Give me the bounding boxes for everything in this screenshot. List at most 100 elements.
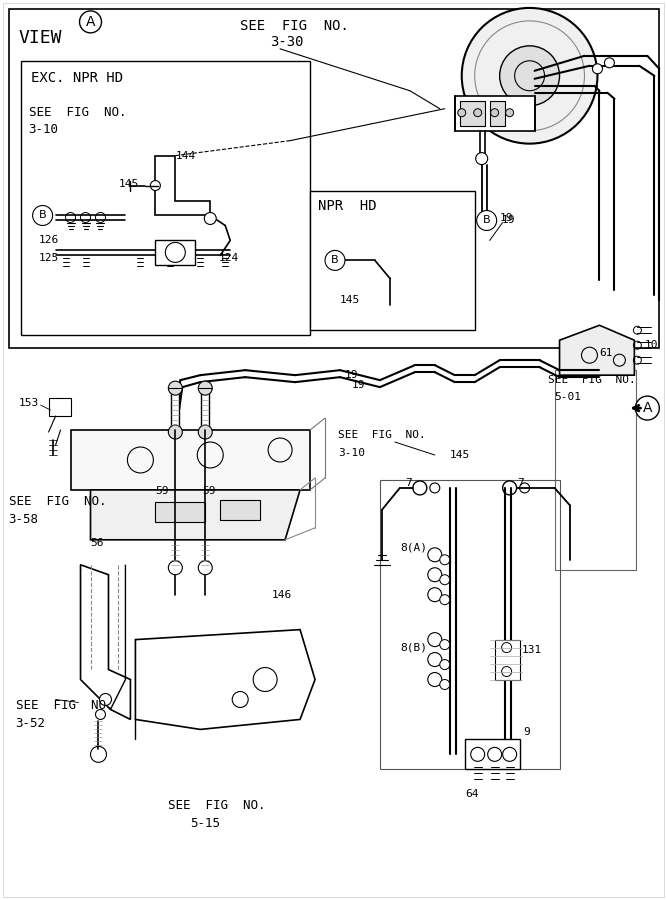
Text: 145: 145 bbox=[450, 450, 470, 460]
Text: A: A bbox=[86, 15, 95, 29]
Text: B: B bbox=[331, 256, 339, 266]
Text: 9: 9 bbox=[524, 727, 530, 737]
Text: SEE  FIG  NO.: SEE FIG NO. bbox=[29, 105, 126, 119]
Polygon shape bbox=[91, 490, 300, 540]
Circle shape bbox=[491, 109, 499, 117]
Bar bbox=[495, 640, 520, 680]
Text: 144: 144 bbox=[175, 150, 195, 160]
Circle shape bbox=[428, 633, 442, 646]
Polygon shape bbox=[71, 430, 310, 490]
Text: 5-15: 5-15 bbox=[190, 817, 220, 830]
Text: 10: 10 bbox=[644, 340, 658, 350]
Circle shape bbox=[503, 481, 517, 495]
Text: A: A bbox=[642, 401, 652, 415]
Circle shape bbox=[79, 11, 101, 33]
Text: SEE  FIG  NO.: SEE FIG NO. bbox=[548, 375, 635, 385]
Bar bbox=[155, 240, 195, 266]
Circle shape bbox=[430, 483, 440, 493]
Text: 64: 64 bbox=[466, 789, 479, 799]
Circle shape bbox=[428, 652, 442, 667]
Circle shape bbox=[477, 211, 497, 230]
Bar bbox=[380, 480, 560, 770]
Text: 61: 61 bbox=[600, 348, 613, 358]
Polygon shape bbox=[560, 325, 634, 375]
Polygon shape bbox=[220, 500, 260, 520]
Text: NPR  HD: NPR HD bbox=[318, 199, 377, 212]
Text: 126: 126 bbox=[39, 236, 59, 246]
Circle shape bbox=[440, 554, 450, 565]
Text: 19: 19 bbox=[502, 215, 515, 226]
Circle shape bbox=[428, 672, 442, 687]
Text: SEE  FIG  NO.: SEE FIG NO. bbox=[168, 799, 266, 813]
Text: 145: 145 bbox=[119, 178, 139, 189]
Text: 3-58: 3-58 bbox=[9, 513, 39, 526]
Text: 7: 7 bbox=[518, 478, 524, 488]
Circle shape bbox=[95, 709, 105, 719]
Text: 3-52: 3-52 bbox=[15, 717, 45, 731]
Polygon shape bbox=[155, 156, 210, 215]
Bar bbox=[554, 370, 636, 570]
Text: 19: 19 bbox=[345, 370, 358, 380]
Circle shape bbox=[462, 8, 598, 144]
Text: B: B bbox=[483, 215, 490, 226]
Text: 59: 59 bbox=[202, 486, 215, 496]
Text: SEE  FIG  NO.: SEE FIG NO. bbox=[15, 699, 113, 713]
Text: SEE  FIG  NO.: SEE FIG NO. bbox=[338, 430, 426, 440]
Text: VIEW: VIEW bbox=[19, 29, 62, 47]
Bar bbox=[201, 390, 209, 432]
Text: 131: 131 bbox=[522, 644, 542, 654]
Polygon shape bbox=[135, 630, 315, 729]
Text: 8(B): 8(B) bbox=[400, 643, 427, 652]
Bar bbox=[171, 390, 179, 432]
Circle shape bbox=[440, 575, 450, 585]
Text: 8(A): 8(A) bbox=[400, 543, 427, 553]
Circle shape bbox=[428, 568, 442, 581]
Circle shape bbox=[168, 561, 182, 575]
Text: 19: 19 bbox=[352, 380, 366, 390]
Circle shape bbox=[413, 481, 427, 495]
Circle shape bbox=[198, 425, 212, 439]
Circle shape bbox=[168, 381, 182, 395]
Text: SEE  FIG  NO.: SEE FIG NO. bbox=[240, 19, 349, 33]
Circle shape bbox=[168, 425, 182, 439]
Circle shape bbox=[440, 660, 450, 670]
Circle shape bbox=[440, 595, 450, 605]
Bar bbox=[465, 740, 520, 770]
Circle shape bbox=[604, 58, 614, 68]
Text: 145: 145 bbox=[340, 295, 360, 305]
Circle shape bbox=[150, 181, 160, 191]
Bar bbox=[310, 191, 475, 330]
Text: 3-30: 3-30 bbox=[270, 35, 303, 49]
Text: 146: 146 bbox=[272, 590, 292, 599]
Text: EXC. NPR HD: EXC. NPR HD bbox=[31, 71, 123, 85]
Circle shape bbox=[476, 153, 488, 165]
Circle shape bbox=[488, 747, 502, 761]
Circle shape bbox=[204, 212, 216, 224]
Circle shape bbox=[592, 64, 602, 74]
Circle shape bbox=[500, 46, 560, 105]
Bar bbox=[9, 9, 659, 348]
Bar bbox=[460, 101, 485, 126]
Circle shape bbox=[198, 561, 212, 575]
Circle shape bbox=[520, 483, 530, 493]
Circle shape bbox=[440, 640, 450, 650]
Circle shape bbox=[428, 548, 442, 562]
Circle shape bbox=[428, 588, 442, 602]
Text: 5-01: 5-01 bbox=[554, 392, 582, 402]
Bar bbox=[21, 61, 310, 335]
Text: 3-10: 3-10 bbox=[338, 448, 365, 458]
Circle shape bbox=[471, 747, 485, 761]
Circle shape bbox=[440, 680, 450, 689]
Circle shape bbox=[458, 109, 466, 117]
Text: 19: 19 bbox=[500, 213, 513, 223]
Circle shape bbox=[636, 396, 659, 420]
Bar bbox=[490, 101, 505, 126]
Circle shape bbox=[506, 109, 514, 117]
Circle shape bbox=[503, 747, 517, 761]
Circle shape bbox=[33, 205, 53, 226]
Text: 59: 59 bbox=[155, 486, 169, 496]
Text: 7: 7 bbox=[405, 478, 412, 488]
Text: 124: 124 bbox=[218, 254, 239, 264]
Circle shape bbox=[99, 694, 111, 706]
Text: 3-10: 3-10 bbox=[29, 122, 59, 136]
